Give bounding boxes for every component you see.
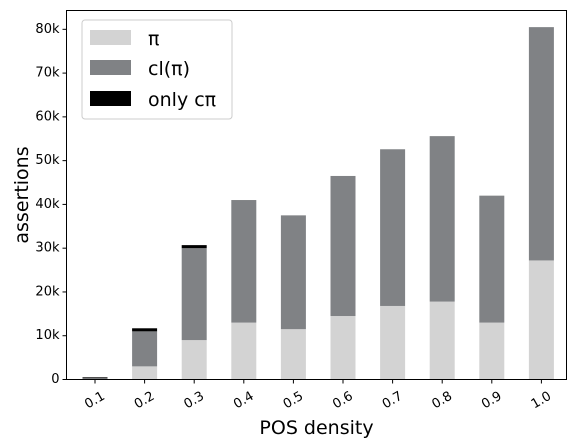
y-tick-label: 50k [35, 153, 60, 168]
legend: π cl(π) only cπ [81, 19, 233, 120]
x-axis-title: POS density [259, 417, 373, 439]
bar-segment-cl-pi-0.5 [280, 215, 306, 330]
bar-segment-only-c-pi-0.3 [181, 245, 207, 249]
bar-segment-pi-0.4 [231, 322, 257, 380]
bar-segment-cl-pi-0.7 [380, 149, 406, 306]
x-tick-label: 0.8 [429, 389, 454, 412]
x-tick-label: 0.2 [132, 389, 157, 412]
y-tick-label: 40k [35, 197, 60, 212]
x-tick-label: 0.5 [281, 389, 306, 412]
y-tick-label: 30k [35, 241, 60, 256]
bar-segment-pi-0.2 [132, 366, 158, 380]
x-tick-label: 0.7 [380, 389, 405, 412]
legend-label-pi: π [148, 28, 159, 50]
bar-segment-pi-0.6 [330, 316, 356, 380]
bar-segment-only-c-pi-0.2 [132, 328, 158, 332]
bar-segment-cl-pi-0.9 [479, 195, 505, 323]
bar-segment-cl-pi-0.4 [231, 200, 257, 323]
bar-segment-cl-pi-0.2 [132, 331, 158, 367]
bar-segment-pi-0.3 [181, 340, 207, 380]
x-tick-label: 0.6 [330, 389, 355, 412]
legend-swatch-only-c-pi [90, 91, 131, 106]
plot-frame [66, 10, 567, 380]
x-tick-label: 0.9 [479, 389, 504, 412]
y-tick-label: 70k [35, 66, 60, 81]
bar-segment-cl-pi-1.0 [528, 27, 554, 261]
bar-segment-pi-0.5 [280, 329, 306, 380]
y-axis-ticks: 0 10k 20k 30k 40k 50k 60k 70k 80k [35, 22, 67, 387]
legend-label-cl-pi: cl(π) [148, 58, 190, 80]
x-tick-label: 0.1 [82, 389, 107, 412]
y-tick-label: 10k [35, 328, 60, 343]
bar-segment-only-c-pi-0.1 [82, 377, 108, 379]
bar-segment-cl-pi-0.6 [330, 175, 356, 317]
bar-segment-pi-0.7 [380, 305, 406, 380]
x-axis-ticks: 0.1 0.2 0.3 0.4 0.5 0.6 0.7 0.8 0.9 1.0 [82, 379, 554, 412]
legend-swatch-cl-pi [90, 60, 131, 75]
bar-segment-cl-pi-0.8 [429, 136, 455, 302]
bars-layer [82, 27, 554, 380]
bar-segment-cl-pi-0.1 [82, 378, 108, 380]
y-tick-label: 60k [35, 109, 60, 124]
y-tick-label: 80k [35, 22, 60, 37]
x-tick-label: 1.0 [529, 389, 554, 412]
y-tick-label: 0 [51, 372, 59, 387]
legend-label-only-c-pi: only cπ [148, 89, 216, 111]
y-tick-label: 20k [35, 284, 60, 299]
bar-segment-pi-1.0 [528, 260, 554, 380]
bar-segment-pi-0.9 [479, 322, 505, 380]
y-axis-title: assertions [11, 146, 33, 243]
bar-segment-cl-pi-0.3 [181, 248, 207, 341]
bar-segment-pi-0.8 [429, 301, 455, 380]
x-tick-label: 0.3 [181, 389, 206, 412]
x-tick-label: 0.4 [231, 389, 256, 412]
legend-swatch-pi [90, 30, 131, 45]
